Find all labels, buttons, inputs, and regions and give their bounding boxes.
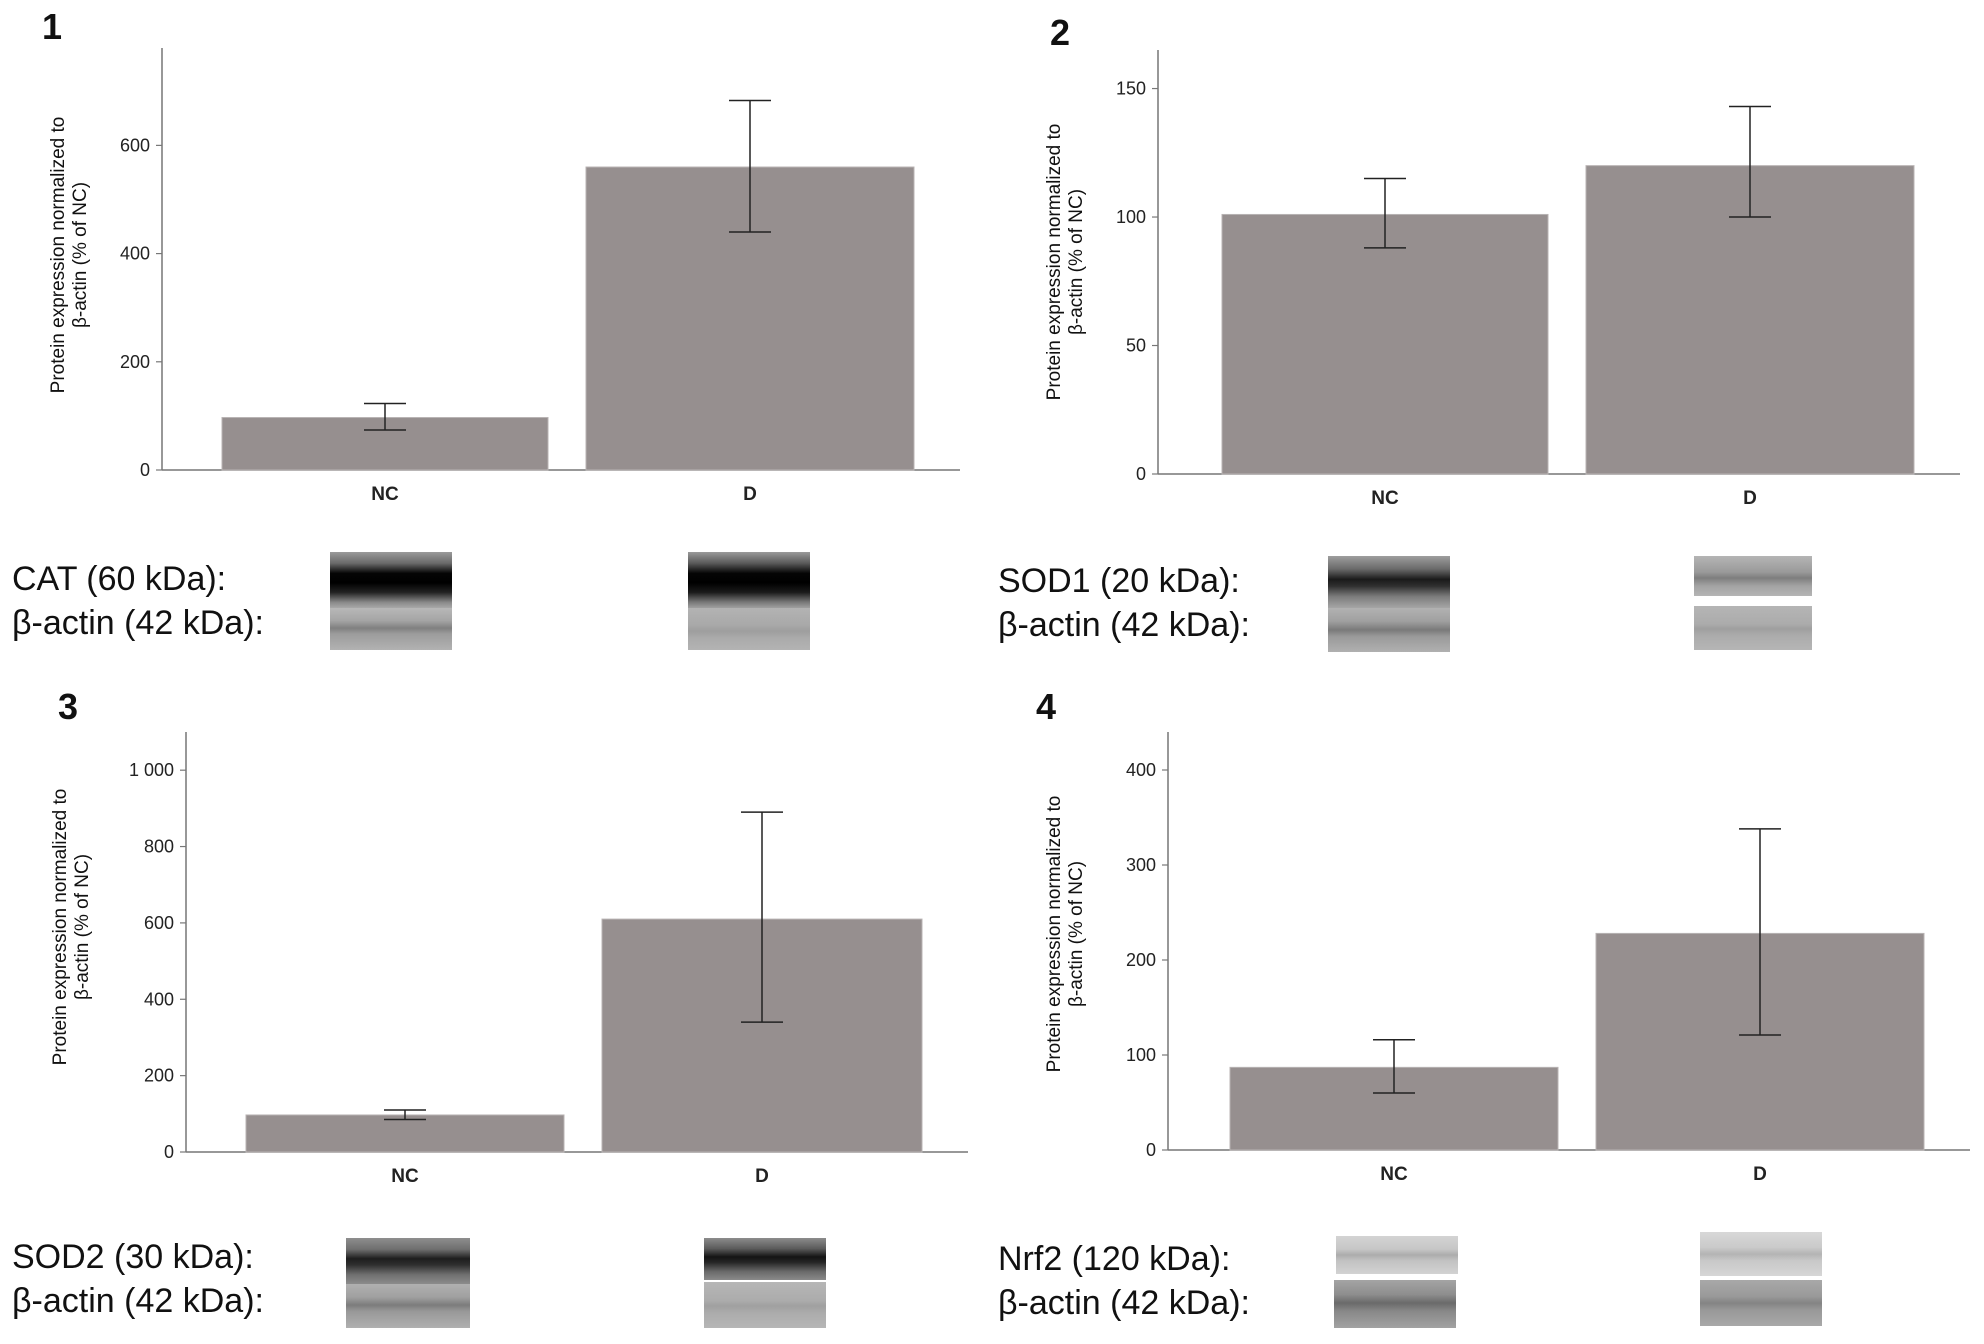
- error-bar-d: [729, 99, 771, 233]
- blot-label-beta-actin-4: β-actin (42 kDa):: [998, 1284, 1250, 1322]
- panel-number-2: 2: [1050, 12, 1071, 53]
- blot-beta-actin-3-d: [704, 1282, 826, 1328]
- blot-sod1-d: [1694, 556, 1812, 596]
- y-tick-label: 200: [1126, 950, 1156, 970]
- blot-sod2-nc: [346, 1238, 470, 1284]
- y-axis-label-line1: Protein expression normalized to: [48, 117, 69, 394]
- blot-label-cat: CAT (60 kDa):: [12, 560, 227, 598]
- blot-beta-actin-4-d: [1700, 1280, 1822, 1326]
- blot-nrf2-d: [1700, 1232, 1822, 1276]
- error-bar-nc: [1364, 177, 1406, 249]
- y-axis-label: Protein expression normalized to β-actin …: [48, 117, 91, 394]
- error-bar-d: [741, 811, 783, 1023]
- y-axis-label-line1: Protein expression normalized to: [50, 789, 71, 1066]
- category-label-d: D: [1753, 1164, 1767, 1185]
- category-label-d: D: [1743, 488, 1757, 509]
- blot-cat-nc: [330, 552, 452, 608]
- error-bar-d: [1729, 105, 1771, 218]
- blot-beta-actin-4-nc: [1334, 1280, 1456, 1328]
- y-tick-label: 0: [1136, 464, 1146, 484]
- y-tick-label: 1 000: [129, 760, 174, 780]
- y-tick-label: 100: [1126, 1045, 1156, 1065]
- blot-sod1-nc: [1328, 556, 1450, 608]
- y-tick-label: 200: [120, 352, 150, 372]
- error-bar-nc: [364, 402, 406, 431]
- y-axis-label: Protein expression normalized to β-actin …: [50, 789, 93, 1066]
- category-label-d: D: [755, 1166, 769, 1187]
- blot-beta-actin-1-d: [688, 608, 810, 650]
- error-bar-nc: [1373, 1039, 1415, 1094]
- category-label-nc: NC: [1380, 1164, 1408, 1185]
- y-axis-label: Protein expression normalized to β-actin …: [1044, 796, 1087, 1073]
- y-tick-label: 400: [1126, 760, 1156, 780]
- blot-label-beta-actin-2: β-actin (42 kDa):: [998, 606, 1250, 644]
- y-axis-label-line2: β-actin (% of NC): [72, 854, 93, 1000]
- chart-panel-3: 0 200 400 600 800 1 000 NC D Protein expression …: [50, 732, 968, 1187]
- y-axis-label-line2: β-actin (% of NC): [1066, 189, 1087, 335]
- y-tick-label: 150: [1116, 79, 1146, 99]
- y-tick-label: 600: [144, 913, 174, 933]
- error-bar-d: [1739, 828, 1781, 1036]
- chart-panel-1: 0 200 400 600 NC D Protein expression normaliz…: [48, 48, 960, 505]
- y-tick-label: 300: [1126, 855, 1156, 875]
- y-axis-label-line1: Protein expression normalized to: [1044, 124, 1065, 401]
- y-axis-label: Protein expression normalized to β-actin …: [1044, 124, 1087, 401]
- category-label-nc: NC: [391, 1166, 419, 1187]
- category-label-nc: NC: [1371, 488, 1399, 509]
- panel-number-1: 1: [42, 6, 63, 47]
- y-tick-label: 800: [144, 837, 174, 857]
- chart-panel-2: 0 50 100 150 NC D Protein expression normalize…: [1044, 50, 1960, 509]
- chart-panel-4: 0 100 200 300 400 NC D Protein expression norma…: [1044, 732, 1970, 1185]
- blot-label-beta-actin-1: β-actin (42 kDa):: [12, 604, 264, 642]
- blot-sod2-d: [704, 1238, 826, 1280]
- blot-nrf2-nc: [1336, 1236, 1458, 1274]
- error-bar-nc: [384, 1109, 426, 1121]
- blot-label-sod2: SOD2 (30 kDa):: [12, 1238, 254, 1276]
- blot-label-sod1: SOD1 (20 kDa):: [998, 562, 1240, 600]
- category-label-nc: NC: [371, 484, 399, 505]
- y-tick-label: 0: [140, 460, 150, 480]
- bar-nc: [1221, 213, 1549, 475]
- y-tick-label: 600: [120, 135, 150, 155]
- y-tick-label: 0: [164, 1142, 174, 1162]
- category-label-d: D: [743, 484, 757, 505]
- blot-beta-actin-3-nc: [346, 1284, 470, 1328]
- blot-beta-actin-2-nc: [1328, 608, 1450, 652]
- y-axis-label-line2: β-actin (% of NC): [70, 182, 91, 328]
- y-tick-label: 200: [144, 1066, 174, 1086]
- blot-beta-actin-1-nc: [330, 608, 452, 650]
- blot-beta-actin-2-d: [1694, 606, 1812, 650]
- bar-nc: [245, 1114, 565, 1153]
- blot-label-beta-actin-3: β-actin (42 kDa):: [12, 1282, 264, 1320]
- panel-number-4: 4: [1036, 686, 1057, 727]
- y-tick-label: 400: [120, 244, 150, 264]
- y-tick-label: 50: [1126, 336, 1146, 356]
- blot-label-nrf2: Nrf2 (120 kDa):: [998, 1240, 1231, 1278]
- y-axis-label-line1: Protein expression normalized to: [1044, 796, 1065, 1073]
- blot-cat-d: [688, 552, 810, 608]
- panel-number-3: 3: [58, 686, 79, 727]
- y-axis-label-line2: β-actin (% of NC): [1066, 861, 1087, 1007]
- y-tick-label: 400: [144, 989, 174, 1009]
- y-tick-label: 0: [1146, 1140, 1156, 1160]
- y-tick-label: 100: [1116, 207, 1146, 227]
